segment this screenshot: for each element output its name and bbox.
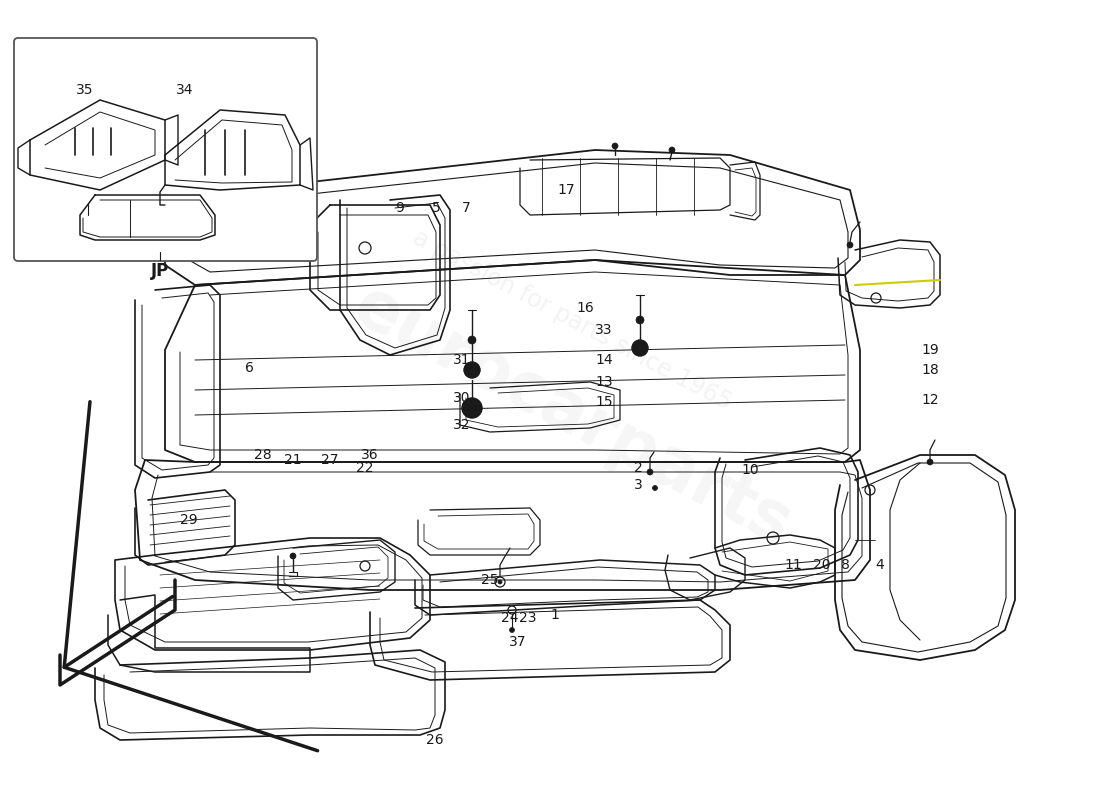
Text: 1: 1 xyxy=(551,608,560,622)
Text: 16: 16 xyxy=(576,301,594,315)
Text: 29: 29 xyxy=(180,513,198,527)
Text: 2: 2 xyxy=(634,461,642,475)
Text: 7: 7 xyxy=(462,201,471,215)
Ellipse shape xyxy=(847,242,852,248)
Text: 37: 37 xyxy=(509,635,527,649)
Text: 4: 4 xyxy=(876,558,884,572)
Text: 9: 9 xyxy=(396,201,405,215)
Text: 32: 32 xyxy=(453,418,471,432)
Ellipse shape xyxy=(464,362,480,378)
Ellipse shape xyxy=(157,247,163,253)
Ellipse shape xyxy=(290,553,296,559)
Text: 13: 13 xyxy=(595,375,613,389)
Text: 34: 34 xyxy=(176,83,194,97)
Ellipse shape xyxy=(612,143,618,149)
Ellipse shape xyxy=(468,336,476,344)
Ellipse shape xyxy=(632,340,648,356)
Text: 20: 20 xyxy=(813,558,830,572)
Text: 11: 11 xyxy=(784,558,802,572)
Text: 27: 27 xyxy=(321,453,339,467)
Text: 8: 8 xyxy=(840,558,849,572)
FancyBboxPatch shape xyxy=(14,38,317,261)
Text: 36: 36 xyxy=(361,448,378,462)
Text: 18: 18 xyxy=(921,363,939,377)
Text: 28: 28 xyxy=(254,448,272,462)
Text: 12: 12 xyxy=(921,393,938,407)
Text: 21: 21 xyxy=(284,453,301,467)
Text: 15: 15 xyxy=(595,395,613,409)
Ellipse shape xyxy=(462,398,482,418)
Text: 30: 30 xyxy=(453,391,471,405)
Text: 26: 26 xyxy=(426,733,443,747)
Text: 23: 23 xyxy=(519,611,537,625)
Text: 14: 14 xyxy=(595,353,613,367)
Text: 17: 17 xyxy=(558,183,575,197)
Ellipse shape xyxy=(498,580,502,584)
Text: 22: 22 xyxy=(356,461,374,475)
Ellipse shape xyxy=(86,199,90,205)
Ellipse shape xyxy=(647,469,653,475)
Text: 5: 5 xyxy=(431,201,440,215)
Text: 6: 6 xyxy=(244,361,253,375)
Ellipse shape xyxy=(636,316,644,324)
Text: 24: 24 xyxy=(502,611,519,625)
Text: 31: 31 xyxy=(453,353,471,367)
Text: JP: JP xyxy=(151,262,169,280)
Text: eurocarparts: eurocarparts xyxy=(342,273,802,559)
Text: 10: 10 xyxy=(741,463,759,477)
Text: 25: 25 xyxy=(482,573,498,587)
Text: 3: 3 xyxy=(634,478,642,492)
Text: 35: 35 xyxy=(76,83,94,97)
Text: a passion for parts since 1965: a passion for parts since 1965 xyxy=(409,226,735,414)
Ellipse shape xyxy=(669,147,675,153)
Ellipse shape xyxy=(509,627,515,633)
Ellipse shape xyxy=(652,486,658,490)
Text: 19: 19 xyxy=(921,343,939,357)
Text: 33: 33 xyxy=(595,323,613,337)
Ellipse shape xyxy=(927,459,933,465)
